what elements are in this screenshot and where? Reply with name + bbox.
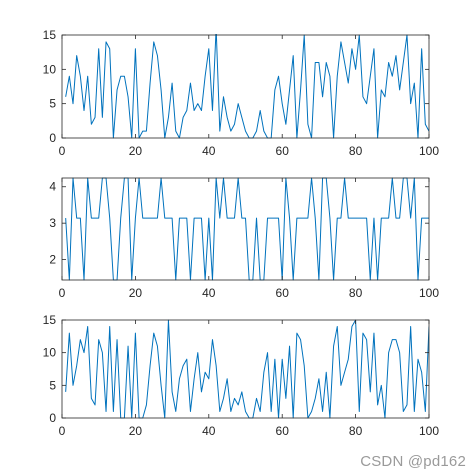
plot-area [62,320,429,418]
x-tick-label: 80 [349,424,363,438]
watermark-text: CSDN @pd162 [360,453,466,470]
x-tick-label: 60 [276,144,290,158]
x-tick-label: 20 [129,424,143,438]
y-tick-label: 15 [43,28,57,42]
y-tick-label: 10 [43,62,57,76]
x-tick-label: 20 [129,286,143,300]
y-tick-label: 3 [49,216,56,230]
y-tick-label: 15 [43,313,57,327]
x-tick-label: 100 [419,424,439,438]
y-tick-label: 2 [49,253,56,267]
y-tick-label: 0 [49,411,56,425]
x-tick-label: 0 [59,144,66,158]
subplot-middle: 0 20 40 60 80 100 2 3 4 [49,177,439,300]
axes-box [61,177,430,281]
x-tick-label: 60 [276,424,290,438]
x-tick-label: 0 [59,424,66,438]
y-tick-label: 4 [49,180,56,194]
subplot-bottom: 0 20 40 60 80 100 0 5 10 15 [43,313,440,438]
y-tick-label: 10 [43,346,57,360]
x-tick-label: 80 [349,144,363,158]
x-tick-label: 60 [276,286,290,300]
x-tick-label: 20 [129,144,143,158]
axes-box [61,319,430,419]
x-tick-label: 100 [419,286,439,300]
plot-area [62,178,429,280]
plot-area [62,35,429,138]
x-tick-label: 40 [202,286,216,300]
series-line [65,319,429,419]
axes-box [61,34,430,139]
x-tick-label: 40 [202,424,216,438]
x-tick-label: 100 [419,144,439,158]
subplot-top: 0 20 40 60 80 100 0 5 10 15 [43,28,440,158]
x-tick-label: 80 [349,286,363,300]
y-tick-label: 5 [49,378,56,392]
y-tick-label: 5 [49,97,56,111]
series-line [65,34,429,139]
y-tick-label: 0 [49,131,56,145]
x-tick-label: 0 [59,286,66,300]
x-tick-label: 40 [202,144,216,158]
